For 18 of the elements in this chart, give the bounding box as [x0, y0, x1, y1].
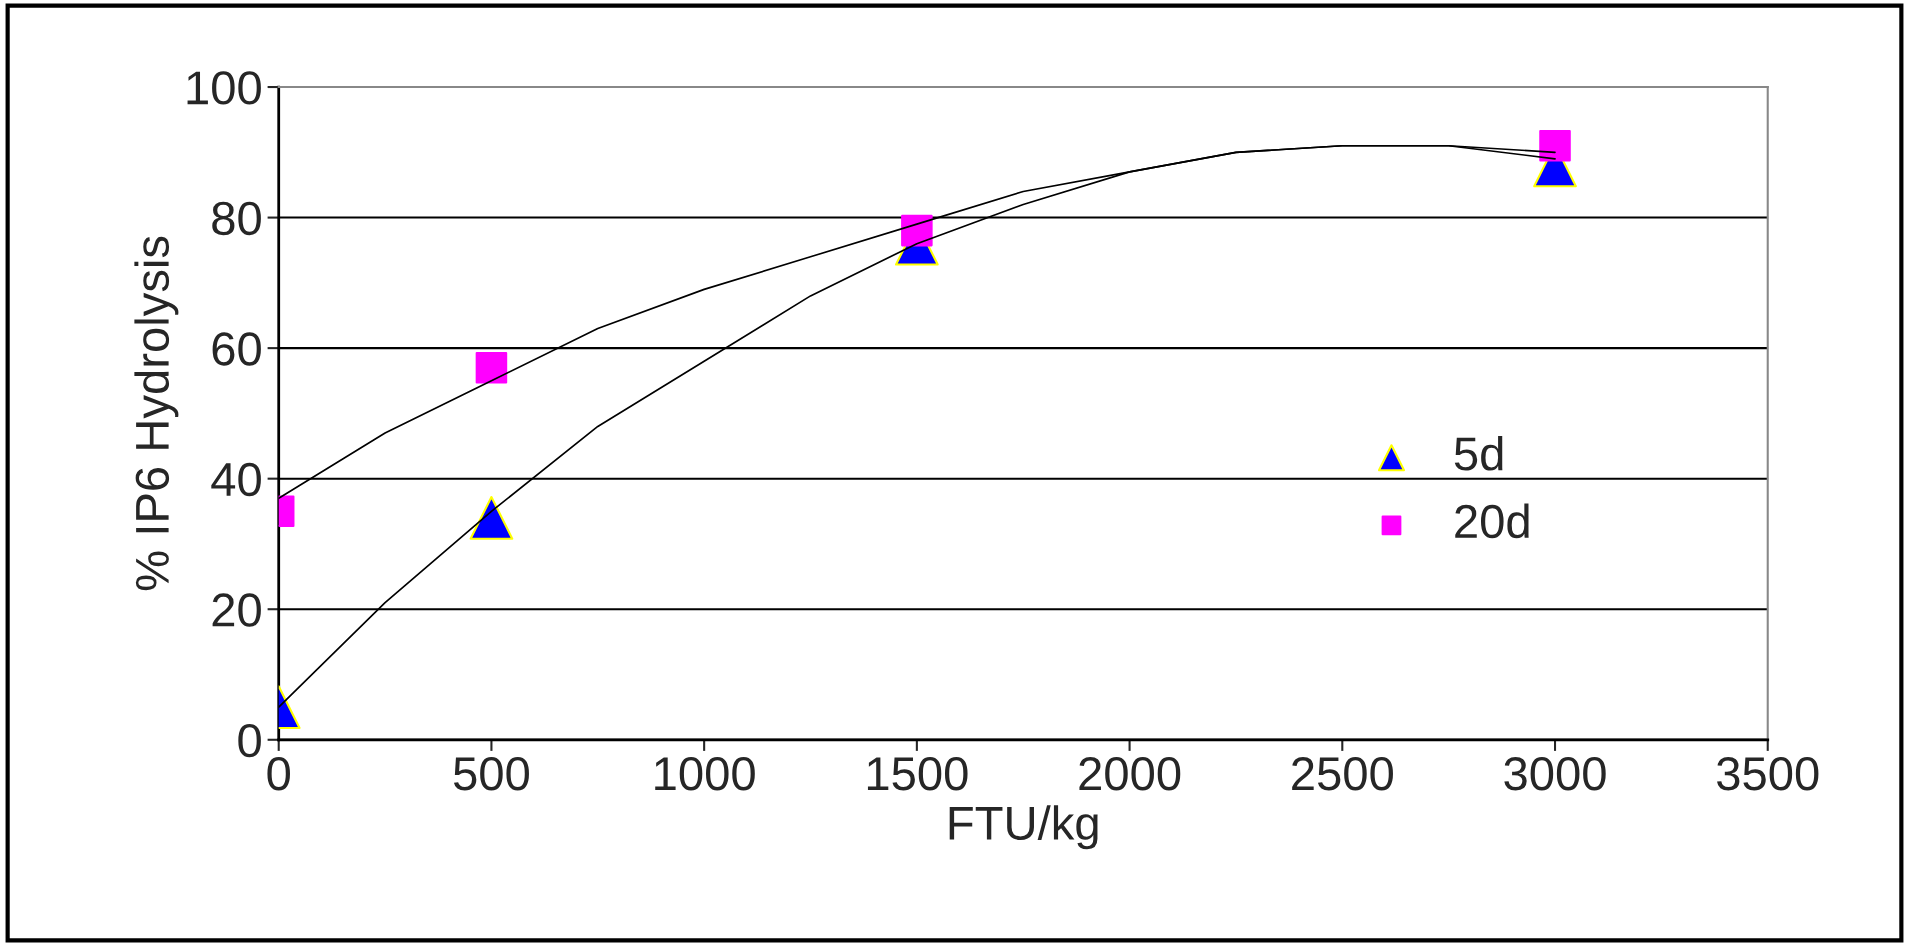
legend-label: 20d — [1455, 503, 1529, 539]
x-tick-label: 2500 — [1292, 756, 1393, 791]
x-axis-title: FTU/kg — [949, 805, 1098, 850]
y-tick-label: 80 — [212, 201, 261, 236]
x-tick-label: 0 — [267, 756, 290, 791]
y-tick-label: 60 — [212, 332, 261, 366]
x-tick-label: 1000 — [655, 756, 755, 791]
x-tick-label: 3500 — [1717, 756, 1819, 791]
y-axis-title: % IP6 Hydrolysis — [134, 236, 179, 591]
y-tick-label: 40 — [211, 462, 261, 497]
x-tick-label: 3000 — [1504, 756, 1606, 791]
x-tick-label: 500 — [453, 756, 529, 791]
x-tick-label: 1500 — [867, 756, 968, 791]
legend-label: 5d — [1454, 435, 1503, 471]
y-tick-label: 100 — [187, 71, 261, 105]
y-tick-label: 0 — [238, 723, 261, 758]
x-tick-label: 2000 — [1079, 756, 1181, 791]
y-tick-label: 20 — [212, 593, 261, 627]
